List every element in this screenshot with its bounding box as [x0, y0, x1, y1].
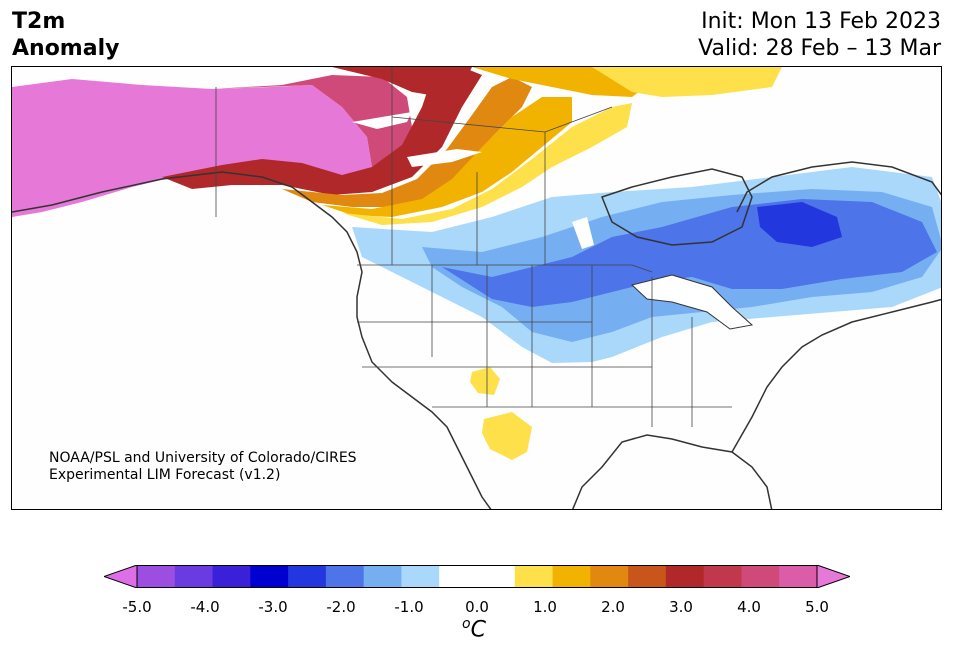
- political-borders: [215, 67, 732, 427]
- map-credit: NOAA/PSL and University of Colorado/CIRE…: [49, 450, 357, 484]
- colorbar-max-extend: [816, 565, 850, 588]
- warm-anomaly-orange-band: [282, 77, 532, 207]
- colorbar-segment: [779, 565, 818, 588]
- colorbar-tick-label: 4.0: [737, 598, 761, 616]
- warm-anomaly-gold-band: [322, 97, 572, 217]
- colorbar-segment: [288, 565, 327, 588]
- colorbar-tick-label: -2.0: [326, 598, 356, 616]
- forecast-dates: Init: Mon 13 Feb 2023 Valid: 28 Feb – 13…: [698, 8, 941, 62]
- colorbar-segment: [439, 565, 478, 588]
- warm-anomaly-texas: [482, 412, 532, 460]
- warm-anomaly-red-band: [162, 67, 482, 195]
- colorbar-min-extend: [104, 565, 138, 588]
- anomaly-map: [12, 67, 941, 509]
- colorbar-tick-label: -1.0: [394, 598, 424, 616]
- units-celsius: C: [470, 617, 486, 643]
- colorbar-segment: [137, 565, 176, 588]
- warm-anomaly-arctic-red: [332, 67, 472, 97]
- lake-winnipeg: [572, 217, 594, 249]
- colorbar-segment: [514, 565, 554, 588]
- warm-anomaly-alaska: [12, 79, 372, 217]
- colorbar-segment: [212, 565, 251, 588]
- colorbar-segment: [665, 565, 705, 588]
- title-line-2: Anomaly: [12, 36, 120, 61]
- colorbar-segment: [250, 565, 289, 588]
- cold-anomaly-core: [757, 202, 842, 247]
- colorbar-tick-label: 0.0: [465, 598, 489, 616]
- colorbar: [104, 565, 850, 588]
- colorbar-segment: [590, 565, 629, 588]
- credit-line-1: NOAA/PSL and University of Colorado/CIRE…: [49, 450, 357, 466]
- colorbar-tick-label: 3.0: [669, 598, 693, 616]
- init-date: Init: Mon 13 Feb 2023: [701, 9, 941, 34]
- warm-anomaly-yellow-band: [342, 103, 632, 225]
- colorbar-segment: [325, 565, 365, 588]
- units-degree: o: [462, 616, 471, 632]
- warm-anomaly-arizona: [470, 367, 500, 395]
- great-bear-lake: [352, 112, 412, 129]
- colorbar-segment: [741, 565, 780, 588]
- colorbar-segment: [174, 565, 214, 588]
- colorbar-tick-label: -3.0: [258, 598, 288, 616]
- colorbar-segment: [628, 565, 667, 588]
- colorbar-tick-label: 2.0: [601, 598, 625, 616]
- colorbar-tick-label: -5.0: [122, 598, 152, 616]
- colorbar-tick-label: -4.0: [190, 598, 220, 616]
- colorbar-segment: [401, 565, 440, 588]
- colorbar-segment: [477, 565, 516, 588]
- colorbar-tick-label: 5.0: [805, 598, 829, 616]
- coastlines: [12, 161, 941, 509]
- valid-date: Valid: 28 Feb – 13 Mar: [698, 36, 941, 61]
- colorbar-segment: [552, 565, 591, 588]
- colorbar-border: [136, 565, 818, 588]
- map-panel: NOAA/PSL and University of Colorado/CIRE…: [11, 66, 942, 510]
- map-title: T2m Anomaly: [12, 8, 119, 62]
- title-line-1: T2m: [12, 9, 66, 34]
- colorbar-segment: [703, 565, 742, 588]
- colorbar-tick-labels: -5.0 -4.0 -3.0 -2.0 -1.0 0.0 1.0 2.0 3.0 4.0 5.0: [0, 598, 953, 618]
- colorbar-tick-label: 1.0: [533, 598, 557, 616]
- warm-anomaly-arctic-yellow: [592, 67, 782, 97]
- great-lakes: [630, 274, 754, 330]
- colorbar-units: oC: [462, 616, 486, 642]
- credit-line-2: Experimental LIM Forecast (v1.2): [49, 467, 281, 483]
- colorbar-segment: [363, 565, 402, 588]
- great-slave-lake: [407, 149, 482, 167]
- warm-anomaly-yukon-pink: [212, 75, 412, 167]
